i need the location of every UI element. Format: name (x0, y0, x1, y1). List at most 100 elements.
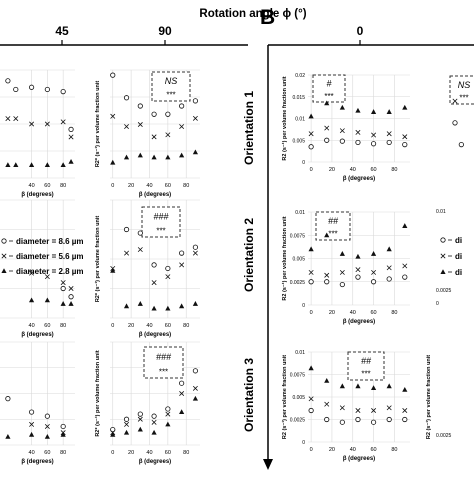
data-point-cross (68, 286, 74, 291)
x-axis-title: β (degrees) (343, 456, 375, 462)
data-point-cross (386, 131, 392, 137)
data-point-cross (339, 405, 345, 411)
data-point-circle (44, 86, 50, 93)
orientation-3-label: Orientation 3 (242, 358, 256, 432)
x-tick-label: 40 (29, 323, 35, 329)
data-point-cross (44, 121, 50, 127)
data-point-cross (44, 274, 50, 280)
data-point-circle (5, 396, 11, 402)
y-tick-label: 0.005 (292, 395, 305, 401)
y-tick-label: 0.0025 (290, 280, 306, 286)
x-axis-title: β (degrees) (21, 192, 53, 198)
data-point-triangle (370, 385, 377, 390)
x-axis-title: β (degrees) (21, 332, 53, 338)
data-point-triangle (386, 383, 392, 389)
data-point-cross (179, 262, 185, 268)
data-point-circle (339, 138, 345, 144)
data-point-cross (5, 116, 11, 122)
y-tick-label: 0.01 (295, 210, 305, 216)
data-point-cross (124, 124, 130, 130)
data-point-triangle (5, 433, 11, 439)
panel-left-col2-row2: 0 20 40 60 80 β (degrees) R2* (s⁻¹) per volume… (94, 199, 200, 338)
data-point-triangle (324, 378, 330, 383)
x-tick-label: 20 (329, 310, 335, 316)
significance-bottom-label: *** (459, 94, 468, 103)
significance-bottom-label: *** (159, 367, 168, 376)
data-point-cross (124, 421, 130, 427)
data-point-triangle (308, 246, 314, 252)
data-point-cross (13, 116, 19, 122)
data-point-triangle (151, 154, 157, 160)
legend-label: di (455, 268, 462, 277)
y-tick-label: 0.0075 (290, 233, 306, 239)
data-point-triangle (137, 301, 143, 306)
significance-top-label: # (326, 78, 332, 88)
legend-marker-triangle (440, 269, 446, 274)
data-point-circle (151, 111, 157, 117)
data-point-cross (192, 115, 198, 121)
data-point-circle (324, 279, 330, 285)
y-axis-title: R2 (s⁻¹) per volume fraction unit (281, 355, 288, 439)
data-point-circle (179, 103, 185, 109)
panel-left-col1-row2: 40 60 80 β (degrees) (0, 199, 75, 338)
data-point-circle (308, 279, 314, 285)
panel-B-orientation2: 0 20 40 60 80 β (degrees) 0 0.0025 0.005 0.0075 0.… (281, 210, 410, 325)
x-axis-title: β (degrees) (139, 192, 171, 198)
x-tick-label: 80 (183, 450, 189, 456)
data-point-circle (308, 407, 314, 414)
significance-border (315, 211, 351, 241)
significance-box: ## *** (347, 351, 385, 381)
x-tick-label: 60 (44, 323, 50, 329)
data-point-circle (165, 406, 171, 412)
y-tick-label: 0.01 (295, 117, 305, 123)
beta-arrow-head (263, 459, 273, 470)
x-tick-label: 80 (60, 450, 66, 456)
x-tick-label: 20 (128, 323, 134, 329)
data-point-circle (370, 419, 377, 425)
data-point-circle (165, 265, 171, 272)
data-point-triangle (110, 159, 116, 165)
x-axis-title: β (degrees) (343, 319, 375, 325)
data-point-triangle (179, 409, 185, 415)
data-point-triangle (68, 301, 74, 306)
data-point-triangle (137, 426, 143, 432)
significance-border (143, 346, 184, 379)
data-point-triangle (60, 431, 66, 437)
data-point-cross (324, 272, 330, 278)
x-tick-label: 60 (371, 310, 377, 316)
data-point-triangle (355, 383, 361, 389)
x-tick-label: 80 (183, 183, 189, 189)
x-tick-label: 80 (183, 323, 189, 329)
data-point-circle (386, 139, 392, 146)
x-tick-label: 40 (146, 183, 152, 189)
data-point-triangle (13, 162, 19, 168)
x-tick-label: 20 (128, 183, 134, 189)
data-point-cross (192, 385, 198, 391)
panel-B-orientation1: 0 20 40 60 80 β (degrees) 0 0.005 0.01 0.015 0.02 R… (281, 73, 410, 182)
significance-border (449, 75, 474, 105)
data-point-cross (137, 122, 143, 127)
data-point-triangle (28, 431, 35, 437)
x-tick-label: 60 (44, 450, 50, 456)
data-point-cross (165, 411, 171, 417)
x-tick-label: 40 (146, 450, 152, 456)
significance-box: NS *** (449, 75, 474, 105)
data-point-triangle (123, 429, 130, 435)
data-point-circle (68, 294, 74, 300)
data-point-cross (29, 270, 35, 276)
data-point-cross (60, 280, 66, 286)
left-rotation-tick-label-45: 45 (55, 24, 69, 38)
data-point-circle (324, 416, 330, 423)
y-axis-title: R2* (s⁻¹) per volume fraction unit (94, 81, 101, 167)
legend-label: diameter = 8.6 µm (16, 237, 84, 246)
rotation-axis-title: Rotation angle ϕ (°) (199, 8, 306, 20)
data-point-triangle (355, 107, 361, 113)
legend-label: di (455, 236, 462, 245)
data-point-cross (386, 405, 392, 411)
data-point-triangle (355, 253, 361, 259)
x-tick-label: 0 (111, 183, 114, 189)
x-axis-title: β (degrees) (139, 332, 171, 338)
significance-top-label: ## (361, 356, 372, 366)
data-point-cross (355, 408, 361, 413)
data-point-triangle (68, 159, 74, 164)
